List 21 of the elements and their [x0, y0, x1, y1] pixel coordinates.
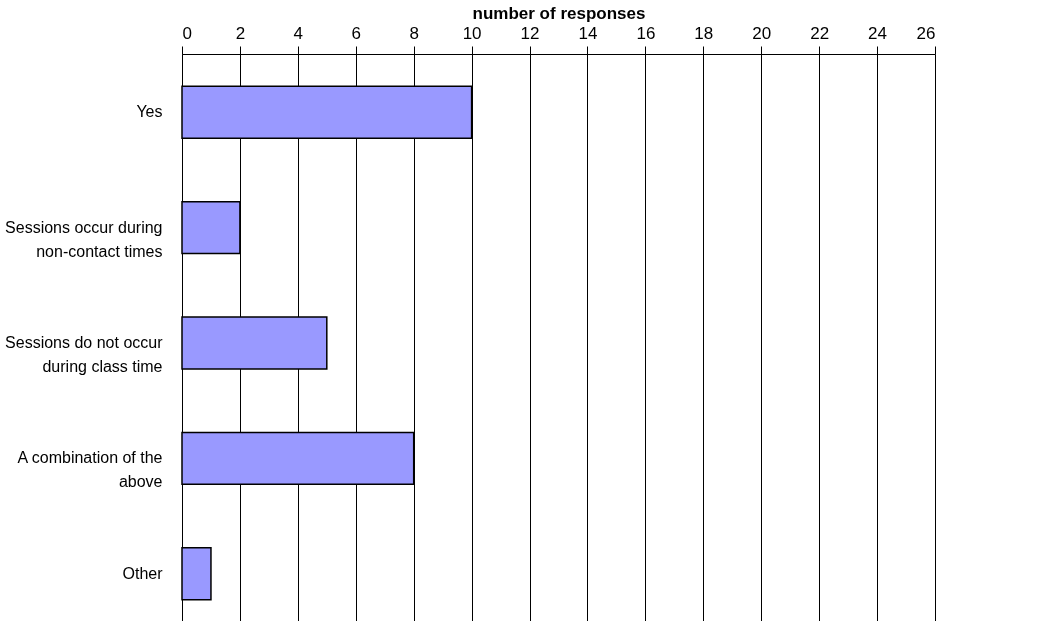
y-tick-label: Sessions do not occur during class time — [5, 334, 164, 375]
x-tick-label: 0 — [182, 23, 192, 43]
x-tick-label: 10 — [462, 23, 482, 43]
x-tick-label: 12 — [520, 23, 540, 43]
x-tick-label: 2 — [235, 23, 246, 43]
x-axis-title: number of responses — [472, 3, 646, 23]
y-tick-label: A combination of the above — [17, 449, 163, 491]
x-tick-label: 8 — [409, 23, 419, 43]
x-tick-label: 18 — [694, 23, 714, 43]
y-tick-label: Sessions occur during non-contact times — [5, 218, 163, 260]
x-tick-label: 24 — [868, 23, 888, 43]
bar — [181, 547, 212, 601]
y-tick-label: Other — [122, 564, 164, 582]
x-tick-label: 4 — [293, 23, 304, 43]
x-tick-label: 26 — [916, 23, 936, 43]
x-tick-label: 22 — [810, 23, 830, 43]
x-tick-label: 20 — [752, 23, 772, 43]
x-tick-label: 16 — [636, 23, 656, 43]
y-tick-label: Yes — [136, 103, 163, 121]
x-tick-label: 6 — [351, 23, 361, 43]
x-tick-label: 14 — [578, 23, 598, 43]
